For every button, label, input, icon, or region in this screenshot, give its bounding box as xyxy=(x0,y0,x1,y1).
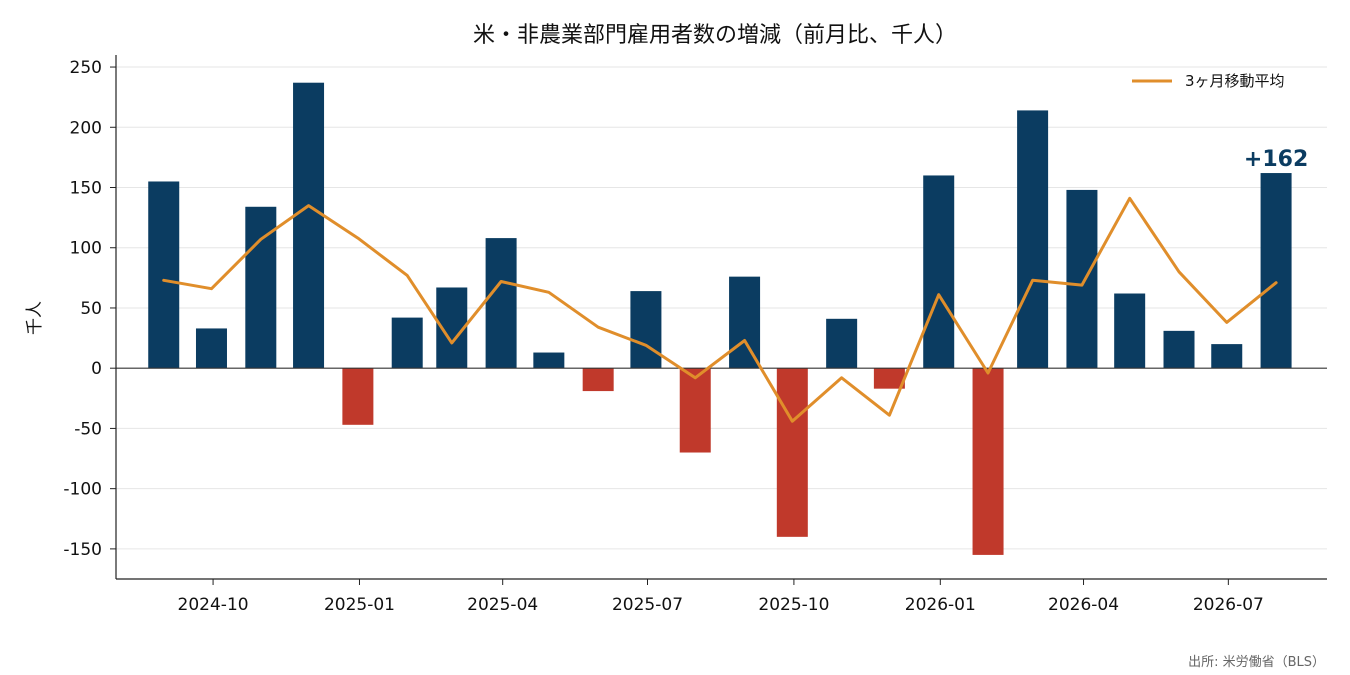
bar xyxy=(293,82,325,369)
bar xyxy=(972,368,1004,555)
bar xyxy=(1114,293,1146,369)
bar xyxy=(923,175,955,369)
bar xyxy=(533,352,565,369)
chart-title: 米・非農業部門雇用者数の増減（前月比、千人） xyxy=(473,23,957,48)
y-tick-label: 150 xyxy=(70,179,102,199)
bar xyxy=(1260,173,1292,369)
y-tick-label: 0 xyxy=(91,359,102,379)
bar xyxy=(729,276,761,369)
bar xyxy=(630,291,662,369)
legend-label: 3ヶ月移動平均 xyxy=(1185,72,1285,90)
bar xyxy=(776,368,808,537)
bar xyxy=(148,181,180,369)
source-note: 出所: 米労働省（BLS） xyxy=(1188,655,1325,670)
moving-average-line xyxy=(162,196,1278,423)
y-tick-label: 200 xyxy=(70,118,102,138)
y-axis-label: 千人 xyxy=(25,301,45,335)
x-tick-label: 2026-01 xyxy=(905,595,976,615)
bar xyxy=(391,317,423,369)
x-tick-label: 2026-07 xyxy=(1193,595,1264,615)
x-tick-label: 2025-07 xyxy=(612,595,683,615)
x-tick-label: 2024-10 xyxy=(178,595,249,615)
x-tick-label: 2025-10 xyxy=(758,595,829,615)
bar xyxy=(1163,330,1195,369)
y-tick-label: -100 xyxy=(63,480,102,500)
bar xyxy=(873,368,905,389)
bar xyxy=(342,368,374,425)
x-tick-label: 2026-04 xyxy=(1048,595,1119,615)
bar xyxy=(679,368,711,453)
last-value-annotation: +162 xyxy=(1244,147,1308,172)
bar xyxy=(1211,344,1243,369)
bar xyxy=(582,368,614,392)
x-tick-label: 2025-01 xyxy=(324,595,395,615)
y-tick-label: 250 xyxy=(70,58,102,78)
line-layer xyxy=(162,196,1278,423)
axes-layer xyxy=(115,55,1327,580)
y-ticks-layer: 250 200 150 100 50 0 -50 -100 -150 xyxy=(63,58,116,560)
bars-layer xyxy=(148,82,1292,555)
x-ticks-layer: 2024-10 2025-01 2025-04 2025-07 2025-10 2026-… xyxy=(178,579,1264,615)
x-tick-label: 2025-04 xyxy=(467,595,538,615)
y-tick-label: -150 xyxy=(63,540,102,560)
y-tick-label: -50 xyxy=(74,419,102,439)
bar xyxy=(485,238,517,369)
bar xyxy=(1017,110,1049,369)
legend: 3ヶ月移動平均 xyxy=(1132,72,1285,90)
y-tick-label: 100 xyxy=(70,239,102,259)
bar xyxy=(1066,189,1098,369)
bar xyxy=(826,318,858,369)
y-tick-label: 50 xyxy=(80,299,102,319)
bar xyxy=(195,328,227,369)
